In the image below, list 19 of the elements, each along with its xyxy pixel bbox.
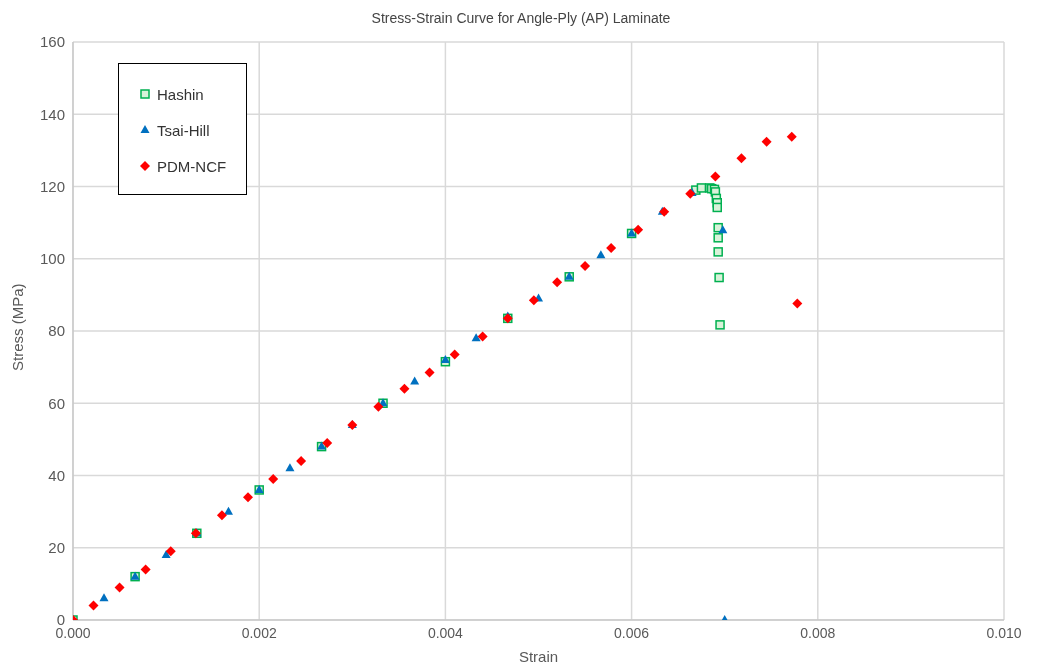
y-tick-label: 20 bbox=[48, 539, 65, 557]
y-tick-label: 80 bbox=[48, 322, 65, 340]
y-tick-label: 160 bbox=[39, 33, 65, 51]
y-axis-title: Stress (MPa) bbox=[9, 283, 27, 371]
legend-label: PDM-NCF bbox=[157, 157, 227, 175]
x-tick-label: 0.008 bbox=[800, 624, 836, 641]
x-tick-label: 0.002 bbox=[241, 624, 277, 641]
x-tick-label: 0.004 bbox=[427, 624, 464, 641]
y-tick-label: 40 bbox=[48, 466, 65, 484]
y-tick-label: 60 bbox=[48, 394, 65, 412]
y-tick-label: 100 bbox=[39, 250, 65, 268]
y-tick-label: 120 bbox=[39, 177, 65, 195]
x-tick-label: 0.010 bbox=[986, 624, 1022, 641]
y-tick-label: 140 bbox=[39, 105, 65, 123]
x-tick-label: 0.006 bbox=[614, 624, 650, 641]
legend-label: Hashin bbox=[157, 85, 204, 103]
x-axis-title: Strain bbox=[518, 648, 559, 665]
chart-title: Stress-Strain Curve for Angle-Ply (AP) Laminate bbox=[370, 9, 672, 28]
legend-label: Tsai-Hill bbox=[157, 121, 210, 139]
